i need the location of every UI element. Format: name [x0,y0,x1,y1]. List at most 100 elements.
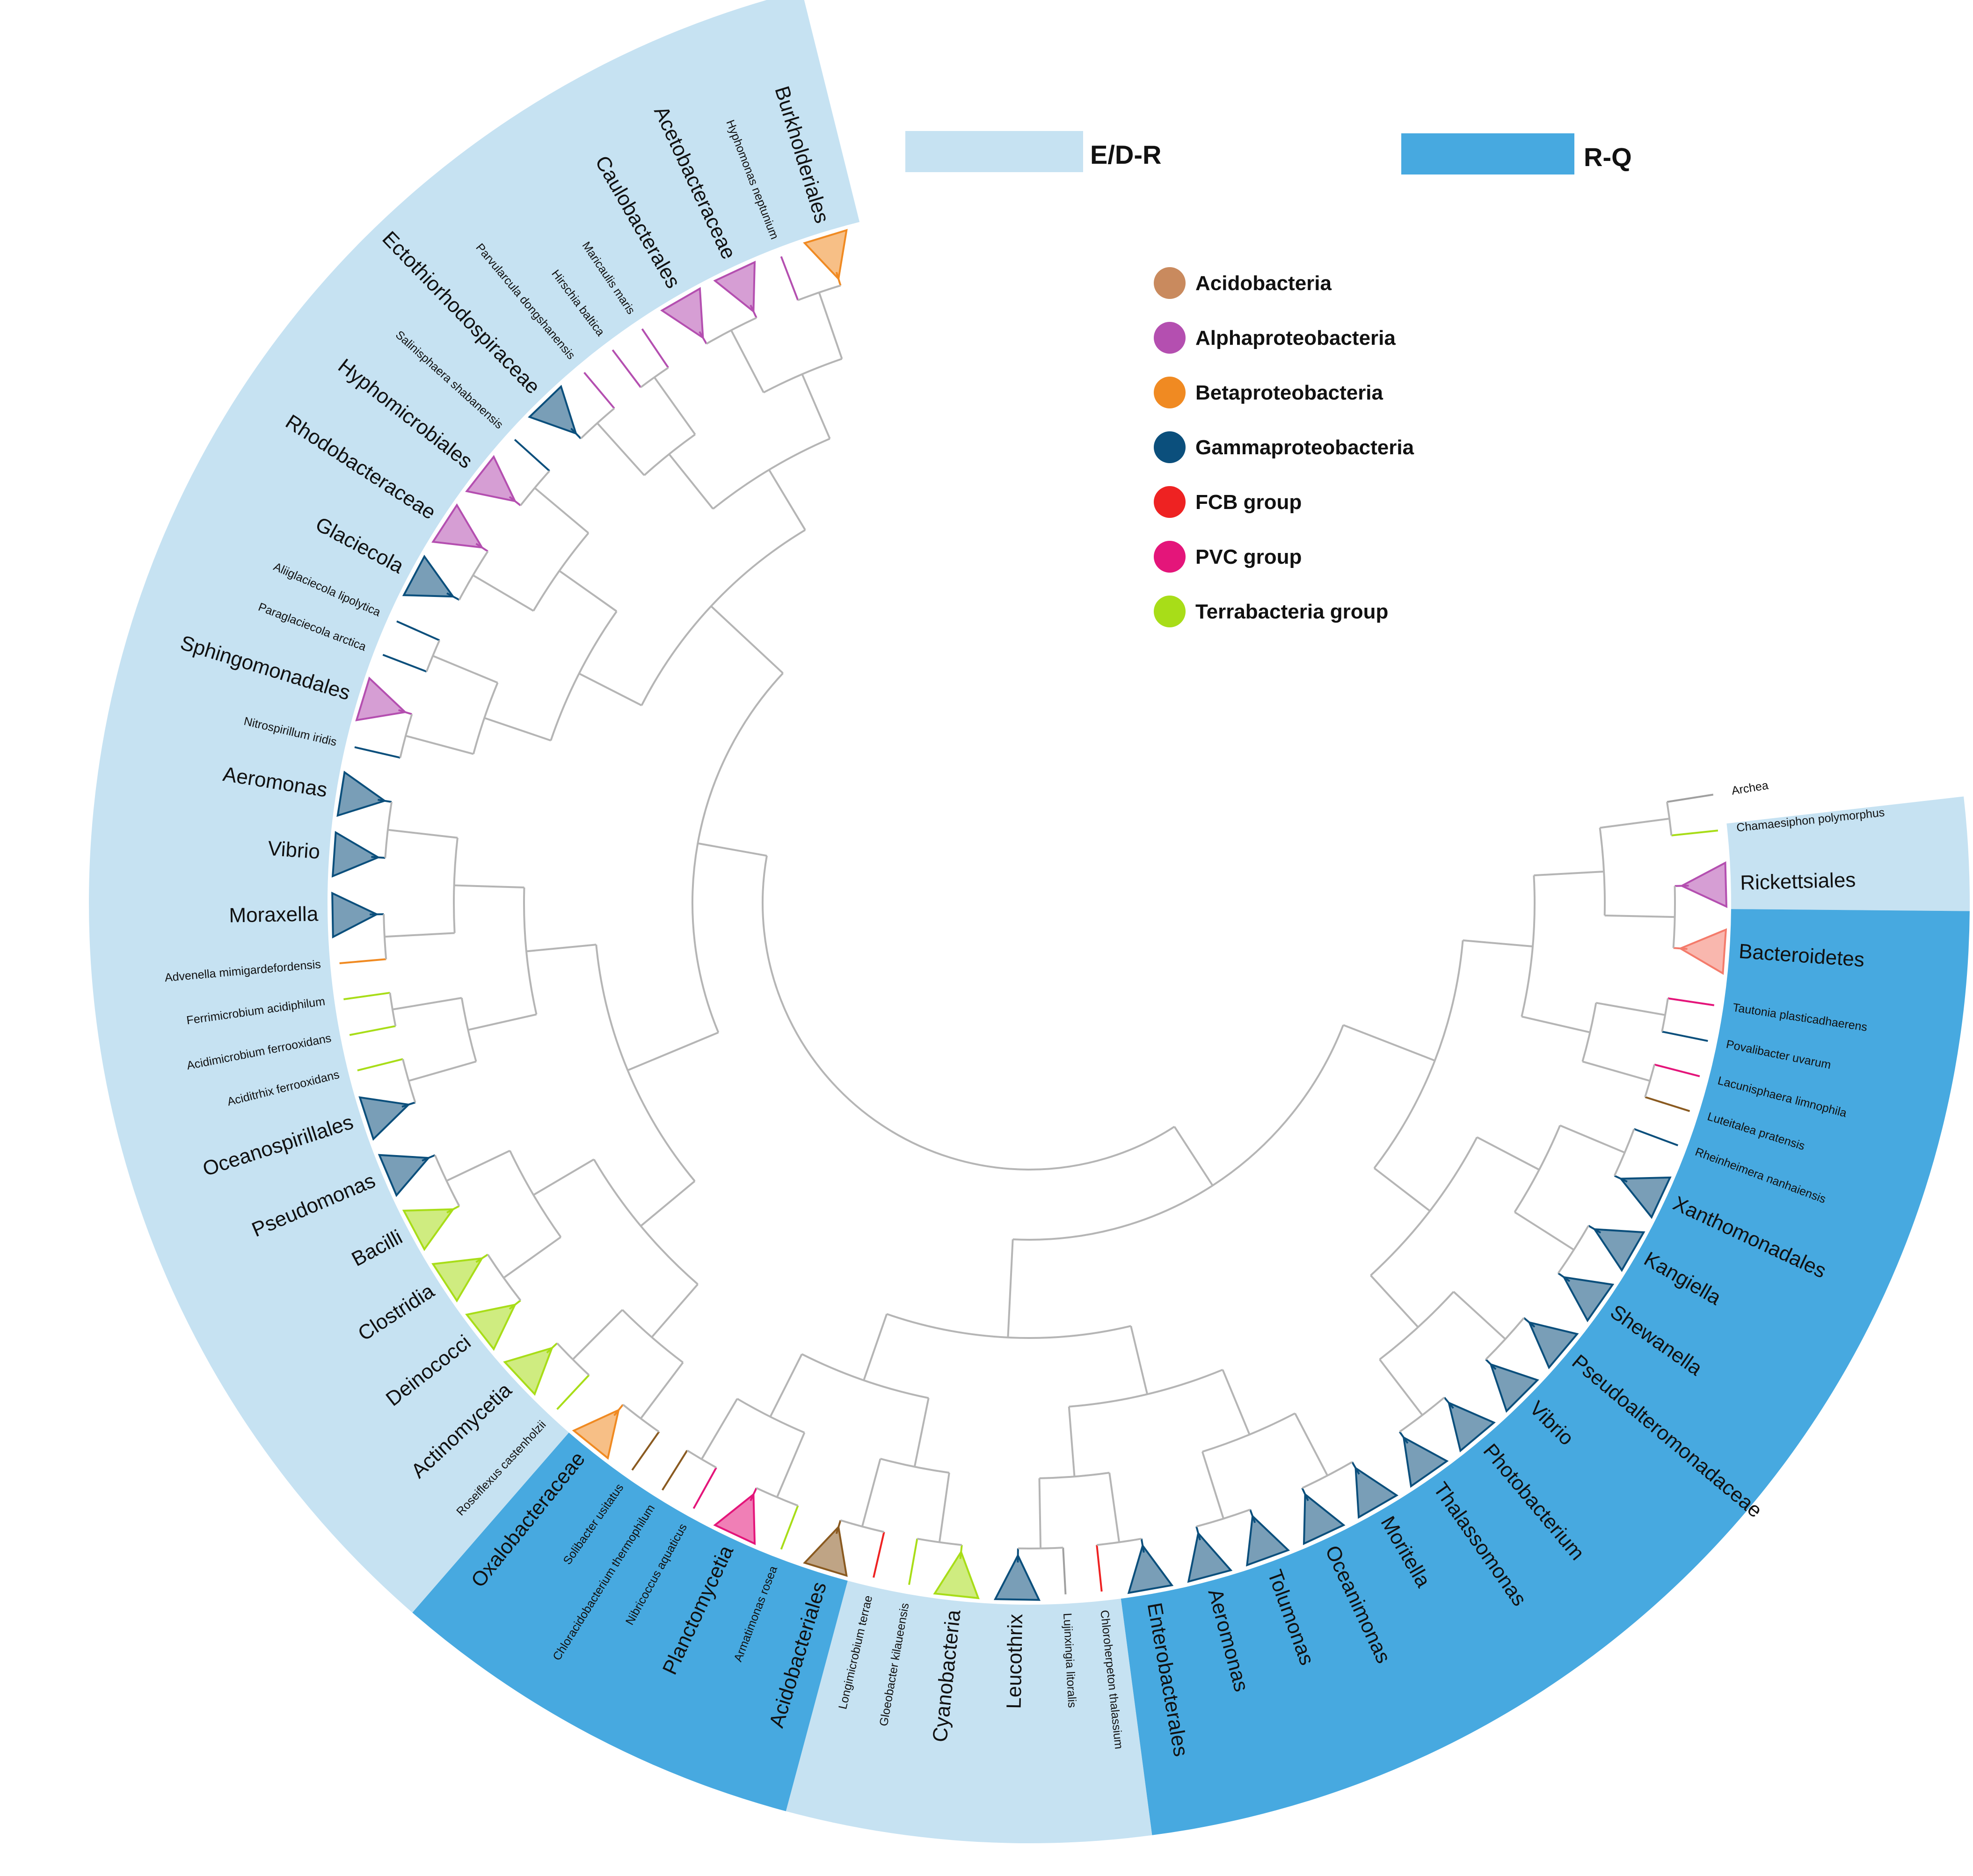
legend-label-alphaproteobacteria: Alphaproteobacteria [1195,327,1396,349]
clade-triangle-kangiella [1593,1228,1645,1272]
branch-stem-106 [1379,1359,1423,1416]
branch-arc-161 [523,887,538,1015]
branch-stem-97 [1604,914,1675,918]
branch-stem-175 [526,944,597,953]
branch-stem-82 [514,439,550,472]
branch-stem-115 [861,1458,881,1527]
leaf-label-rickettsiales: Rickettsiales [1740,868,1856,894]
clade-triangle-photobacterium [1447,1401,1496,1453]
branch-stem-76 [396,620,440,641]
branch-stem-87 [612,349,642,388]
branch-stem-156 [651,1283,699,1338]
branch-stem-160 [454,884,524,889]
leaf-label-moraxella: Moraxella [229,902,319,927]
branch-stem-46 [662,1450,688,1491]
branch-stem-102 [1559,1124,1625,1154]
branch-stem-51 [556,1374,590,1410]
branch-arc-104 [1514,1125,1561,1213]
clade-triangle-glaciecola [402,554,455,598]
clade-triangle-sphingomonadales [355,676,408,721]
clade-triangle-pseudomonas [378,1154,431,1197]
clade-triangle-ectothiorhodospiraceae [528,385,578,435]
legend: E/D-R R-Q Acidobacteria Alphaproteobacte… [905,131,1632,627]
legend-label-fcb-group: FCB group [1195,491,1302,514]
branch-stem-147 [1476,1136,1540,1171]
branch-arc-77 [425,640,441,672]
branch-stem-33 [1062,1548,1067,1595]
branch-stem-112 [1038,1478,1042,1549]
branch-stem-42 [780,1505,799,1550]
branch-stem-165 [668,453,714,509]
clade-triangle-vibrio [331,831,380,878]
branch-stem-138 [597,422,645,476]
branch-stem-121 [572,1309,623,1360]
branch-arc-23 [1399,1396,1445,1433]
branch-stem-75 [382,654,427,673]
branch-stem-103 [1514,1211,1574,1251]
branch-stem-163 [559,570,618,612]
branch-stem-184 [710,605,784,674]
branch-stem-162 [484,717,551,742]
branch-stem-88 [641,328,669,369]
branch-stem-72 [354,746,400,759]
branch-stem-180 [1343,1024,1435,1062]
branch-stem-105 [1453,1291,1506,1340]
alphaproteobacteria-dot [1154,322,1186,354]
clade-triangle-hyphomicrobiales [465,455,517,502]
branch-arc-8 [1661,998,1669,1032]
legend-label-pvc-group: PVC group [1195,545,1302,568]
clade-triangle-oxalobacteraceae [572,1408,620,1460]
branch-stem-181 [1007,1239,1014,1338]
region-band-4 [89,0,860,1613]
branch-stem-136 [534,487,590,534]
branch-arc-188 [762,855,1175,1171]
branch-stem-37 [908,1538,918,1585]
branch-stem-159 [467,1013,537,1031]
branch-stem-85 [583,371,615,409]
branch-stem-172 [863,1314,888,1381]
branch-stem-99 [1595,1002,1666,1016]
legend-swatch-ed-r [905,131,1083,172]
clade-triangle-clostridia [431,1257,484,1303]
branch-stem-130 [387,829,458,839]
branch-stem-96 [1600,817,1670,829]
branch-stem-66 [339,958,386,964]
branch-arc-35 [1018,1547,1063,1550]
clade-triangle-shewanella [1562,1276,1615,1323]
legend-label-gammaproteobacteria: Gammaproteobacteria [1195,436,1414,459]
legend-region-r-q: R-Q [1401,133,1632,175]
branch-arc-20 [1485,1317,1525,1360]
branch-stem-9 [1654,1063,1700,1077]
gammaproteobacteria-dot [1154,431,1186,463]
branch-stem-135 [472,574,534,612]
branch-stem-174 [640,1180,696,1227]
branch-stem-127 [392,997,462,1011]
branch-stem-168 [1463,939,1533,947]
branch-stem-150 [1222,1369,1251,1435]
legend-swatch-r-q [1401,133,1574,175]
branch-stem-132 [405,734,474,755]
branch-stem-169 [1373,1167,1431,1212]
legend-item-terrabacteria-group: Terrabacteria group [1154,596,1388,627]
legend-label-betaproteobacteria: Betaproteobacteria [1195,381,1383,404]
region-bands [89,0,1970,1844]
branch-stem-187 [697,842,767,857]
clade-triangle-acetobacteraceae [713,261,756,313]
branch-stem-126 [408,1061,477,1082]
branch-stem-61 [357,1058,403,1071]
branch-stem-123 [503,1236,561,1279]
clade-triangle-aeromonas [336,771,387,817]
branch-stem-151 [1068,1406,1076,1477]
clade-triangle-deinococci [465,1303,517,1351]
branch-stem-144 [1534,870,1604,877]
branch-stem-142 [818,292,843,359]
clade-triangle-actinomycetia [503,1346,554,1396]
branch-stem-10 [1645,1096,1690,1112]
clade-triangle-moritella [1354,1466,1398,1519]
clade-triangle-tolumonas [1246,1514,1290,1567]
branch-stem-64 [343,992,390,1000]
branch-arc-107 [1379,1291,1455,1360]
acidobacteria-dot [1154,267,1186,299]
branch-stem-45 [692,1467,717,1509]
branch-stem-183 [627,1032,719,1071]
